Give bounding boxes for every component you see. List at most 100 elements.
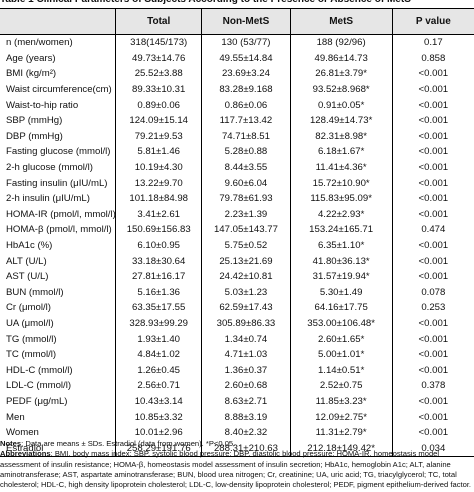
cell-parameter: 2-h insulin (μIU/mL) bbox=[6, 193, 90, 205]
cell-non-mets: 23.69±3.24 bbox=[201, 66, 289, 82]
cell-p-value: <0.001 bbox=[391, 424, 474, 441]
cell-parameter: n (men/women) bbox=[6, 37, 73, 49]
cell-p-value: 0.034 bbox=[391, 440, 474, 457]
cell-parameter: ALT (U/L) bbox=[6, 255, 47, 267]
cell-total: 3.41±2.61 bbox=[115, 206, 201, 223]
cell-parameter: Fasting glucose (mmol/l) bbox=[6, 146, 111, 158]
cell-parameter: DBP (mmHg) bbox=[6, 130, 63, 142]
cell-parameter: BUN (mmol/l) bbox=[6, 286, 64, 298]
cell-parameter: BMI (kg/m²) bbox=[6, 68, 57, 80]
cell-non-mets: 49.55±14.84 bbox=[201, 50, 289, 67]
cell-parameter: Estradiol bbox=[6, 442, 44, 454]
cell-mets: 41.80±36.13* bbox=[289, 253, 392, 269]
clinical-parameters-table: Total Non-MetS MetS P value n (men/women… bbox=[0, 8, 474, 458]
table-row: HbA1c (%) 6.10±0.95 5.75±0.52 6.35±1.10* <0.… bbox=[0, 237, 474, 254]
cell-p-value: 0.474 bbox=[391, 222, 474, 238]
cell-parameter: HOMA-β (pmol/l, mmol/l) bbox=[6, 224, 112, 236]
cell-non-mets: 130 (53/77) bbox=[201, 35, 289, 51]
cell-p-value: <0.001 bbox=[391, 393, 474, 410]
cell-parameter: LDL-C (mmol/l) bbox=[6, 380, 72, 392]
cell-mets: 93.52±8.968* bbox=[289, 81, 392, 98]
cell-total: 10.85±3.32 bbox=[115, 409, 201, 425]
table-row: TC (mmol/l) 4.84±1.02 4.71±1.03 5.00±1.01* <… bbox=[0, 346, 474, 363]
cell-p-value: <0.001 bbox=[391, 112, 474, 129]
cell-p-value: <0.001 bbox=[391, 128, 474, 145]
table-row: HDL-C (mmol/l) 1.26±0.45 1.36±0.37 1.14±0.5… bbox=[0, 362, 474, 379]
cell-total: 10.43±3.14 bbox=[115, 393, 201, 410]
cell-mets: 153.24±165.71 bbox=[289, 222, 392, 238]
cell-p-value: <0.001 bbox=[391, 409, 474, 425]
header-total: Total bbox=[115, 9, 201, 34]
cell-total: 1.93±1.40 bbox=[115, 331, 201, 347]
notes-line: Notes: Data are means ± SDs. Estradiol (… bbox=[0, 439, 474, 449]
cell-total: 33.18±30.64 bbox=[115, 253, 201, 269]
cell-mets: 1.14±0.51* bbox=[289, 362, 392, 379]
cell-non-mets: 5.28±0.88 bbox=[201, 144, 289, 160]
cell-non-mets: 117.7±13.42 bbox=[201, 112, 289, 129]
cell-parameter: PEDF (μg/mL) bbox=[6, 395, 68, 407]
header-non-mets: Non-MetS bbox=[201, 9, 289, 34]
cell-mets: 11.41±4.36* bbox=[289, 159, 392, 176]
cell-p-value: <0.001 bbox=[391, 268, 474, 285]
cell-p-value: <0.001 bbox=[391, 362, 474, 379]
table-row: HOMA-β (pmol/l, mmol/l) 150.69±156.83 147.… bbox=[0, 222, 474, 238]
table-row: 2-h insulin (μIU/mL) 101.18±84.98 79.78±61… bbox=[0, 190, 474, 207]
cell-mets: 115.83±95.09* bbox=[289, 190, 392, 207]
table-row: ALT (U/L) 33.18±30.64 25.13±21.69 41.80±36.… bbox=[0, 253, 474, 269]
cell-non-mets: 83.28±9.168 bbox=[201, 81, 289, 98]
table-row: Fasting glucose (mmol/l) 5.81±1.46 5.28±0.… bbox=[0, 144, 474, 160]
cell-total: 10.01±2.96 bbox=[115, 424, 201, 441]
cell-total: 13.22±9.70 bbox=[115, 175, 201, 191]
abbreviations-text: : BMI, body mass index; SBP, systolic bl… bbox=[0, 449, 472, 490]
cell-total: 89.33±10.31 bbox=[115, 81, 201, 98]
cell-mets: 353.00±106.48* bbox=[289, 315, 392, 332]
table-row: 2-h glucose (mmol/l) 10.19±4.30 8.44±3.55 1… bbox=[0, 159, 474, 176]
cell-non-mets: 5.03±1.23 bbox=[201, 284, 289, 301]
table-row: LDL-C (mmol/l) 2.56±0.71 2.60±0.68 2.52±0.7… bbox=[0, 378, 474, 394]
table-body: n (men/women) 318(145/173) 130 (53/77) 188 … bbox=[0, 35, 474, 458]
notes-label: Notes bbox=[0, 439, 22, 448]
cell-p-value: <0.001 bbox=[391, 237, 474, 254]
cell-parameter: 2-h glucose (mmol/l) bbox=[6, 162, 93, 174]
table-row: Waist-to-hip ratio 0.89±0.06 0.86±0.06 0.91… bbox=[0, 97, 474, 113]
cell-non-mets: 5.75±0.52 bbox=[201, 237, 289, 254]
table-notes: Notes: Data are means ± SDs. Estradiol (… bbox=[0, 439, 474, 490]
cell-non-mets: 4.71±1.03 bbox=[201, 346, 289, 363]
abbreviations-label: Abbreviations bbox=[0, 449, 51, 459]
cell-total: 328.93±99.29 bbox=[115, 315, 201, 332]
cell-non-mets: 24.42±10.81 bbox=[201, 268, 289, 285]
cell-total: 63.35±17.55 bbox=[115, 300, 201, 316]
cell-mets: 82.31±8.98* bbox=[289, 128, 392, 145]
table-row: BUN (mmol/l) 5.16±1.36 5.03±1.23 5.30±1.49 0… bbox=[0, 284, 474, 301]
cell-p-value: <0.001 bbox=[391, 206, 474, 223]
cell-mets: 11.31±2.79* bbox=[289, 424, 392, 441]
cell-p-value: <0.001 bbox=[391, 315, 474, 332]
cell-mets: 49.86±14.73 bbox=[289, 50, 392, 67]
cell-parameter: UA (μmol/l) bbox=[6, 317, 54, 329]
cell-parameter: Waist circumference(cm) bbox=[6, 84, 112, 96]
cell-mets: 128.49±14.73* bbox=[289, 112, 392, 129]
cell-total: 4.84±1.02 bbox=[115, 346, 201, 363]
cell-non-mets: 9.60±6.04 bbox=[201, 175, 289, 191]
cell-total: 5.81±1.46 bbox=[115, 144, 201, 160]
cell-parameter: Age (years) bbox=[6, 52, 56, 64]
header-p-value: P value bbox=[391, 9, 474, 34]
cell-parameter: AST (U/L) bbox=[6, 271, 49, 283]
cell-total: 318(145/173) bbox=[115, 35, 201, 51]
cell-mets: 0.91±0.05* bbox=[289, 97, 392, 113]
abbreviations-line: Abbreviations: BMI, body mass index; SBP… bbox=[0, 449, 474, 490]
table-row: Waist circumference(cm) 89.33±10.31 83.28±… bbox=[0, 81, 474, 98]
cell-total: 25.52±3.88 bbox=[115, 66, 201, 82]
cell-total: 150.69±156.83 bbox=[115, 222, 201, 238]
table-row: AST (U/L) 27.81±16.17 24.42±10.81 31.57±19.… bbox=[0, 268, 474, 285]
cell-p-value: 0.17 bbox=[391, 35, 474, 51]
table-row: PEDF (μg/mL) 10.43±3.14 8.63±2.71 11.85±3.2… bbox=[0, 393, 474, 410]
cell-mets: 2.52±0.75 bbox=[289, 378, 392, 394]
table-row: TG (mmol/l) 1.93±1.40 1.34±0.74 2.60±1.65* <… bbox=[0, 331, 474, 347]
cell-p-value: <0.001 bbox=[391, 190, 474, 207]
cell-total: 79.21±9.53 bbox=[115, 128, 201, 145]
cell-mets: 5.30±1.49 bbox=[289, 284, 392, 301]
cell-non-mets: 2.60±0.68 bbox=[201, 378, 289, 394]
table-row: DBP (mmHg) 79.21±9.53 74.71±8.51 82.31±8.98… bbox=[0, 128, 474, 145]
cell-total: 0.89±0.06 bbox=[115, 97, 201, 113]
